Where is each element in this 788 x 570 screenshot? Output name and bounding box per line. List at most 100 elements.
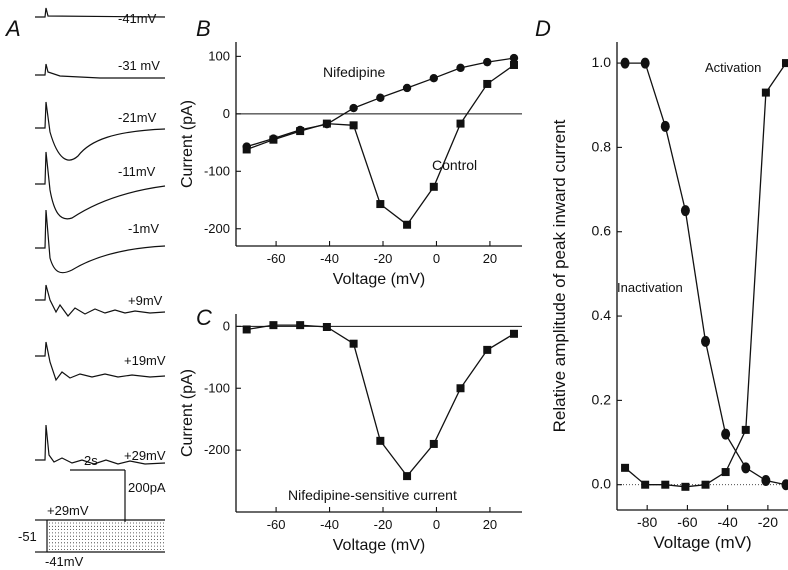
trace-label: +9mV: [128, 293, 163, 308]
trace-label: -41mV: [118, 11, 157, 26]
trace-label: -1mV: [128, 221, 159, 236]
y-axis-label: Current (pA): [179, 100, 196, 188]
y-axis-label: Relative amplitude of peak inward curren…: [550, 119, 569, 432]
trace-label: +19mV: [124, 353, 166, 368]
y-tick-label: 1.0: [592, 54, 612, 70]
y-tick-label: 0.0: [592, 476, 612, 492]
data-point-inactivation: [620, 57, 630, 69]
data-point-nifedipine: [456, 63, 465, 73]
y-tick-label: -100: [204, 163, 230, 178]
x-tick-label: -20: [374, 517, 393, 532]
trace-plus19: [35, 341, 166, 382]
trace-minus21: [35, 101, 166, 161]
data-point-activation: [701, 480, 710, 489]
data-point-control: [376, 200, 385, 209]
data-point-activation: [681, 482, 690, 491]
data-point-control: [403, 220, 412, 229]
data-point-control: [509, 60, 518, 69]
data-point-nifedipine-sensitive-current: [322, 322, 331, 331]
current-traces: -41mV -31 mV -21mV -11mV -1mV +9mV +19mV…: [18, 7, 166, 569]
trace-label: -21mV: [118, 110, 157, 125]
series-line-nifedipine-sensitive-current: [246, 324, 515, 478]
x-tick-label: 20: [483, 251, 497, 266]
protocol-bottom-label: -41mV: [45, 554, 84, 569]
trace-minus31: [35, 63, 165, 79]
data-point-inactivation: [640, 57, 650, 69]
x-axis-label: Voltage (mV): [653, 533, 751, 552]
data-point-nifedipine: [402, 83, 412, 93]
data-point-nifedipine-sensitive-current: [456, 384, 465, 393]
series-label-nifedipine: Nifedipine: [323, 64, 385, 80]
y-tick-label: 0.8: [592, 138, 612, 154]
x-tick-label: -20: [374, 251, 393, 266]
data-point-nifedipine-sensitive-current: [483, 345, 492, 354]
data-point-control: [429, 182, 438, 191]
trace-plus9: [35, 284, 166, 317]
data-point-inactivation: [660, 120, 670, 132]
x-axis-label: Voltage (mV): [333, 537, 425, 554]
data-point-nifedipine-sensitive-current: [349, 339, 358, 348]
data-point-control: [296, 127, 305, 136]
protocol-holding-label: -51: [18, 529, 37, 544]
data-point-inactivation: [741, 462, 751, 474]
data-point-control: [349, 121, 358, 130]
data-point-control: [483, 79, 492, 88]
data-point-control: [242, 145, 251, 154]
protocol-top-label: +29mV: [47, 503, 89, 518]
y-tick-label: 0.2: [592, 391, 612, 407]
trace-label: -11mV: [118, 164, 156, 179]
x-tick-label: -80: [637, 514, 657, 530]
x-tick-label: -40: [718, 514, 738, 530]
x-tick-label: -40: [320, 251, 339, 266]
data-point-nifedipine-sensitive-current: [242, 325, 251, 334]
data-point-activation: [741, 425, 750, 434]
time-scale-label: 2s: [84, 453, 98, 468]
chart-activation-inactivation: -80 -60 -40 -20 0.0 0.2 0.4 0.6 0.8 1.0 Voltage (m…: [550, 42, 788, 552]
data-point-nifedipine: [509, 53, 519, 63]
y-tick-label: 100: [208, 48, 230, 63]
y-axis-label: Current (pA): [179, 369, 196, 457]
y-tick-label: 0.6: [592, 223, 612, 239]
data-point-inactivation: [781, 479, 788, 491]
panel-label-d: D: [535, 16, 551, 41]
trace-minus11: [35, 151, 166, 220]
series-line-inactivation: [625, 62, 787, 486]
trace-plus29: [35, 424, 166, 465]
data-point-activation: [621, 463, 630, 472]
series-label-activation: Activation: [705, 60, 761, 75]
series-label-nifedipine-sensitive: Nifedipine-sensitive current: [288, 487, 457, 503]
trace-minus1: [35, 209, 166, 274]
panel-label-a: A: [4, 16, 21, 41]
x-tick-label: 0: [433, 517, 440, 532]
x-axis-label: Voltage (mV): [333, 271, 425, 288]
data-point-nifedipine: [429, 74, 438, 83]
x-tick-label: -60: [677, 514, 697, 530]
data-point-nifedipine: [349, 103, 358, 113]
y-tick-label: 0: [223, 318, 230, 333]
data-point-activation: [641, 480, 650, 489]
data-point-nifedipine: [483, 57, 492, 67]
data-point-control: [456, 119, 465, 128]
x-tick-label: -40: [320, 517, 339, 532]
data-point-inactivation: [721, 428, 731, 440]
series-label-inactivation: Inactivation: [617, 280, 683, 295]
y-tick-label: -200: [204, 221, 230, 236]
data-point-nifedipine-sensitive-current: [376, 436, 385, 445]
current-scale-label: 200pA: [128, 480, 166, 495]
data-point-control: [269, 135, 278, 144]
data-point-activation: [721, 468, 730, 477]
data-point-activation: [661, 480, 670, 489]
trace-label: -31 mV: [118, 58, 160, 73]
data-point-nifedipine-sensitive-current: [403, 472, 412, 481]
x-tick-label: 20: [483, 517, 497, 532]
data-point-activation: [761, 88, 770, 97]
data-point-inactivation: [680, 205, 690, 217]
x-tick-label: -20: [758, 514, 778, 530]
data-point-nifedipine: [376, 93, 385, 102]
data-point-nifedipine-sensitive-current: [269, 321, 278, 330]
x-tick-label: 0: [433, 251, 440, 266]
y-tick-label: -100: [204, 380, 230, 395]
data-point-control: [322, 119, 331, 128]
